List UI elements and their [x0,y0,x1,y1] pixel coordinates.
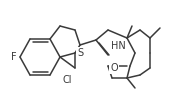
Text: O: O [110,63,118,73]
Text: HN: HN [111,41,125,51]
Text: S: S [77,48,83,58]
Text: F: F [11,52,17,62]
Text: Cl: Cl [62,75,72,85]
